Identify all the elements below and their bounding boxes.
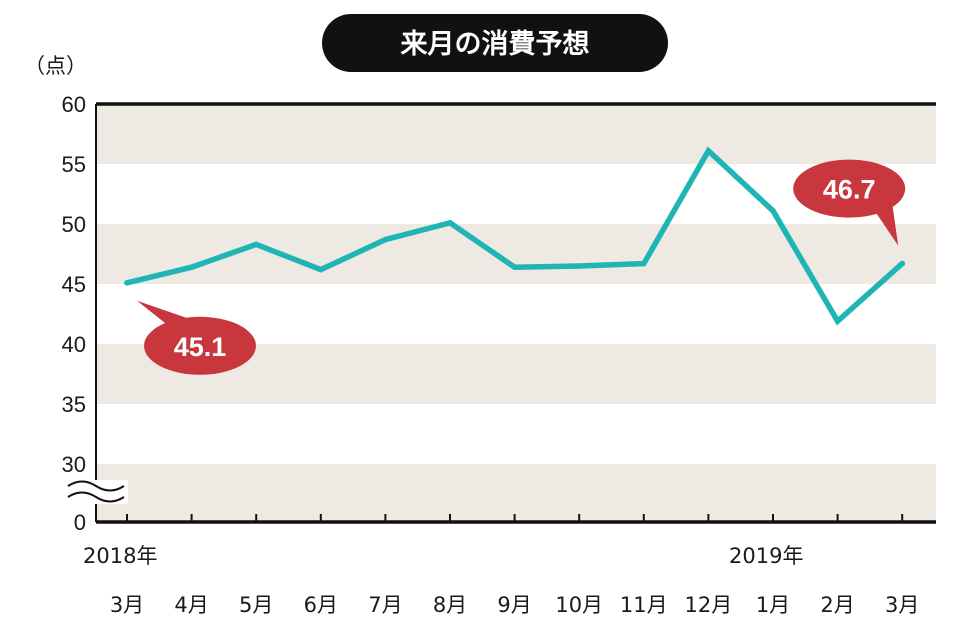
data-point	[834, 318, 841, 325]
data-point	[382, 236, 389, 243]
y-tick-label: 50	[62, 212, 86, 237]
x-tick-label: 4月	[174, 593, 208, 617]
y-tick-label: 40	[62, 332, 86, 357]
callout-label: 46.7	[823, 175, 876, 205]
callout-label: 45.1	[174, 332, 227, 362]
chart-title: 来月の消費予想	[401, 29, 590, 60]
chart-title-pill: 来月の消費予想	[322, 14, 668, 72]
data-point	[447, 220, 453, 226]
y-tick-label: 35	[62, 392, 86, 417]
x-tick-label: 6月	[304, 593, 338, 617]
y-tick-labels: 60 55 50 45 40 35 30 0	[62, 92, 86, 535]
x-tick-label: 5月	[239, 593, 273, 617]
x-tick-label: 12月	[685, 593, 733, 617]
axes	[66, 102, 936, 524]
y-axis-unit: （点）	[24, 54, 87, 78]
x-year-label: 2018年	[83, 544, 157, 568]
x-tick-label: 11月	[620, 593, 668, 617]
data-point	[641, 260, 647, 267]
background-band	[96, 104, 936, 164]
data-point	[188, 264, 195, 271]
x-tick-label: 7月	[368, 593, 402, 617]
x-tick-label: 10月	[555, 593, 603, 617]
x-tick-label: 2月	[820, 593, 854, 617]
y-tick-label: 45	[62, 272, 86, 297]
x-tick-label: 8月	[433, 593, 467, 617]
y-tick-label: 55	[62, 152, 86, 177]
callouts: 45.1 46.7	[137, 159, 906, 375]
title-background	[322, 14, 668, 72]
background-band	[96, 464, 936, 522]
data-point	[511, 264, 518, 271]
value-callout: 46.7	[793, 159, 906, 246]
data-point	[899, 260, 905, 267]
data-point	[705, 148, 712, 154]
x-tick-label: 3月	[885, 593, 919, 617]
data-point	[318, 266, 324, 273]
background-bands	[96, 104, 936, 522]
x-year-label: 2019年	[729, 544, 803, 568]
y-tick-label-zero: 0	[74, 510, 86, 535]
value-callout: 45.1	[137, 300, 256, 375]
axis-break-icon	[66, 480, 128, 504]
y-tick-label: 60	[62, 92, 86, 117]
series-layer	[124, 146, 905, 326]
data-point	[770, 208, 776, 214]
x-tick-label: 3月	[110, 593, 144, 617]
data-point	[124, 280, 130, 286]
x-tick-labels: 3月 4月 5月 6月 7月 8月 9月 10月 11月 12月 1月 2月 3月 2018年 2019年	[83, 544, 919, 617]
data-point	[576, 263, 582, 269]
x-tick-label: 1月	[756, 593, 790, 617]
y-tick-label: 30	[62, 452, 86, 477]
x-tick-label: 9月	[497, 593, 531, 617]
data-point	[253, 241, 259, 248]
